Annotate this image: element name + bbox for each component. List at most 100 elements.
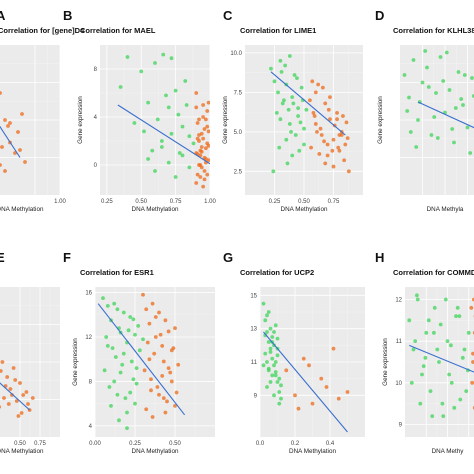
data-point bbox=[276, 90, 280, 95]
data-point bbox=[455, 305, 460, 310]
data-point bbox=[141, 337, 145, 342]
data-point bbox=[323, 161, 328, 166]
y-axis-label: Gene expression bbox=[377, 96, 384, 144]
data-point bbox=[444, 50, 449, 55]
data-point bbox=[296, 106, 300, 111]
data-point bbox=[202, 177, 207, 182]
data-point bbox=[290, 95, 295, 100]
data-point bbox=[165, 399, 169, 404]
chart-title: Correlation for KLHL38 bbox=[393, 26, 474, 35]
data-point bbox=[6, 402, 11, 406]
data-point bbox=[173, 403, 177, 408]
data-point bbox=[335, 110, 339, 115]
y-axis-label: Gene expression bbox=[77, 96, 84, 144]
data-point bbox=[420, 372, 424, 377]
data-point bbox=[0, 405, 2, 409]
data-point bbox=[174, 390, 179, 395]
y-tick-label: 9 bbox=[254, 393, 258, 399]
data-point bbox=[308, 98, 312, 103]
data-point bbox=[289, 129, 293, 134]
data-point bbox=[6, 124, 10, 128]
x-tick-label: 0.25 bbox=[101, 199, 113, 205]
data-point bbox=[441, 79, 446, 83]
regression-line bbox=[0, 125, 21, 158]
panel-d: D Correlation for KLHL38 DNA Methyla Gene e… bbox=[375, 8, 474, 213]
data-point bbox=[275, 336, 280, 341]
data-point bbox=[425, 65, 429, 70]
data-point bbox=[313, 122, 318, 126]
data-point bbox=[23, 160, 27, 164]
data-point bbox=[203, 117, 208, 122]
data-point bbox=[155, 385, 160, 389]
data-point bbox=[470, 76, 474, 80]
data-point bbox=[286, 107, 291, 112]
data-point bbox=[287, 54, 292, 58]
data-point bbox=[465, 125, 470, 130]
data-point bbox=[279, 383, 283, 388]
data-point bbox=[136, 323, 141, 328]
data-point bbox=[169, 56, 174, 61]
data-point bbox=[125, 55, 130, 59]
data-point bbox=[432, 115, 437, 119]
data-point bbox=[5, 375, 10, 379]
x-axis-label: DNA Methylation bbox=[0, 206, 44, 213]
data-point bbox=[199, 149, 204, 154]
data-point bbox=[271, 169, 276, 174]
data-point bbox=[201, 136, 206, 141]
y-tick-label: 16 bbox=[85, 291, 92, 297]
x-tick-label: 1.00 bbox=[54, 199, 66, 205]
data-point bbox=[263, 318, 268, 323]
x-axis-label: DNA Methy bbox=[432, 448, 465, 455]
y-tick-label: 5.0 bbox=[234, 130, 243, 136]
points-layer bbox=[402, 49, 474, 155]
data-point bbox=[166, 329, 171, 334]
data-point bbox=[128, 390, 133, 395]
data-point bbox=[447, 88, 452, 92]
data-point bbox=[293, 133, 298, 137]
data-point bbox=[134, 366, 139, 371]
data-point bbox=[471, 94, 474, 98]
data-point bbox=[277, 145, 282, 150]
data-point bbox=[187, 165, 192, 170]
data-point bbox=[270, 373, 275, 378]
data-point bbox=[110, 346, 115, 351]
y-axis-label: Gene expression bbox=[222, 96, 229, 144]
data-point bbox=[144, 307, 149, 312]
data-point bbox=[449, 380, 454, 385]
data-point bbox=[408, 130, 413, 134]
data-point bbox=[331, 346, 336, 351]
data-point bbox=[265, 360, 269, 364]
data-point bbox=[279, 396, 283, 401]
data-point bbox=[205, 172, 210, 177]
data-point bbox=[159, 145, 164, 149]
data-point bbox=[105, 343, 110, 348]
data-point bbox=[459, 97, 464, 101]
chart-title: Correlation for [gene]D4 bbox=[0, 26, 85, 35]
data-point bbox=[197, 117, 201, 122]
data-point bbox=[328, 117, 332, 122]
y-tick-label: 4 bbox=[89, 424, 93, 430]
data-point bbox=[161, 52, 166, 57]
data-point bbox=[126, 328, 131, 333]
data-point bbox=[456, 70, 461, 74]
data-point bbox=[437, 360, 441, 364]
data-point bbox=[415, 297, 420, 302]
data-point bbox=[325, 153, 330, 158]
data-point bbox=[194, 105, 199, 110]
data-point bbox=[153, 61, 157, 65]
data-point bbox=[149, 388, 153, 393]
data-point bbox=[268, 380, 273, 384]
data-point bbox=[160, 373, 165, 378]
x-tick-label: 0.2 bbox=[291, 441, 300, 447]
data-point bbox=[142, 368, 147, 373]
data-point bbox=[287, 122, 292, 126]
data-point bbox=[142, 129, 146, 134]
y-tick-label: 11 bbox=[251, 360, 258, 366]
y-tick-label: 4 bbox=[94, 115, 98, 121]
y-tick-label: 8 bbox=[94, 67, 98, 73]
data-point bbox=[160, 343, 165, 348]
data-point bbox=[0, 163, 2, 167]
data-point bbox=[428, 389, 433, 394]
data-point bbox=[166, 366, 171, 371]
data-point bbox=[113, 355, 118, 359]
